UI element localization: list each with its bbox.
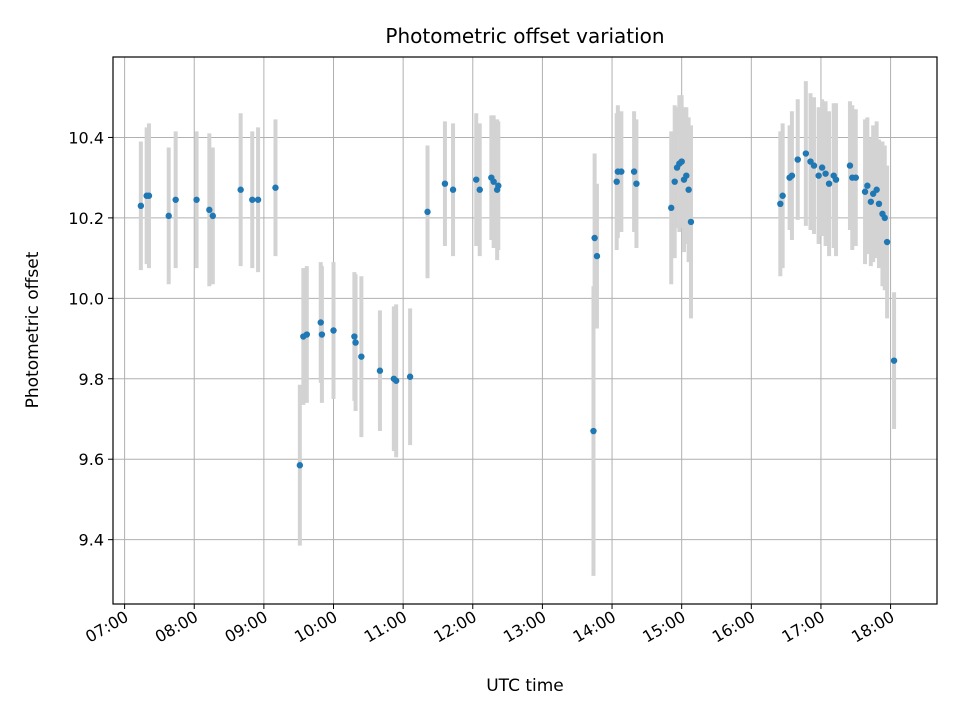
data-point — [815, 172, 822, 179]
data-point — [818, 164, 826, 171]
data-point — [351, 333, 358, 340]
data-point — [137, 202, 145, 210]
data-point — [330, 327, 337, 334]
data-point — [358, 353, 365, 360]
data-point — [613, 178, 620, 185]
data-point — [249, 196, 256, 203]
data-point — [206, 206, 213, 214]
data-point — [867, 198, 875, 205]
data-point — [788, 172, 796, 179]
data-point — [165, 212, 172, 220]
data-point — [376, 367, 384, 374]
data-point — [593, 252, 601, 260]
data-point — [272, 184, 279, 191]
data-point — [881, 214, 888, 222]
y-tick-label: 9.6 — [79, 450, 104, 469]
data-point — [685, 186, 692, 193]
data-point — [864, 182, 871, 189]
data-point — [822, 170, 829, 177]
data-point — [668, 204, 675, 212]
data-point — [237, 186, 244, 193]
data-point — [490, 178, 497, 185]
data-point — [630, 168, 638, 175]
data-point — [687, 218, 695, 226]
data-point — [825, 180, 833, 187]
data-point — [861, 188, 869, 195]
y-tick-label: 10.2 — [68, 209, 104, 228]
data-point — [303, 331, 311, 338]
data-point — [846, 162, 854, 169]
y-tick-label: 9.4 — [79, 531, 104, 550]
y-tick-label: 9.8 — [79, 370, 104, 389]
data-point — [802, 150, 810, 157]
data-point — [875, 200, 883, 208]
data-points — [137, 150, 898, 469]
data-point — [590, 427, 597, 435]
y-axis-ticks: 9.4 9.6 9.8 10.0 10.2 10.4 — [68, 128, 113, 550]
data-point — [318, 331, 326, 338]
plot-frame — [112, 56, 938, 605]
data-point — [873, 186, 880, 193]
data-point — [424, 208, 431, 216]
x-axis-label: UTC time — [486, 676, 564, 696]
chart-title: Photometric offset variation — [385, 24, 664, 48]
data-point — [832, 176, 840, 183]
data-point — [254, 196, 262, 203]
data-point — [441, 180, 449, 187]
data-point — [296, 462, 304, 469]
data-point — [683, 172, 690, 179]
data-point — [476, 186, 483, 193]
data-point — [633, 180, 640, 187]
data-point — [671, 178, 678, 185]
data-point — [852, 174, 859, 181]
data-point — [618, 168, 625, 175]
data-point — [193, 196, 200, 203]
data-point — [495, 182, 502, 189]
data-point — [145, 192, 153, 199]
data-point — [449, 186, 457, 193]
data-point — [172, 196, 179, 203]
data-point — [317, 319, 324, 326]
data-point — [352, 339, 359, 346]
y-axis-label: Photometric offset — [23, 251, 43, 408]
data-point — [794, 156, 801, 163]
data-point — [392, 377, 400, 384]
data-point — [777, 200, 784, 208]
y-tick-label: 10.0 — [68, 289, 104, 308]
data-point — [779, 192, 786, 199]
data-point — [591, 234, 598, 242]
data-point — [883, 238, 891, 246]
y-tick-label: 10.4 — [68, 128, 104, 147]
data-point — [473, 176, 480, 183]
data-point — [810, 162, 818, 169]
data-point — [406, 373, 414, 380]
data-point — [678, 158, 685, 165]
data-point — [890, 357, 898, 364]
data-point — [209, 212, 217, 220]
